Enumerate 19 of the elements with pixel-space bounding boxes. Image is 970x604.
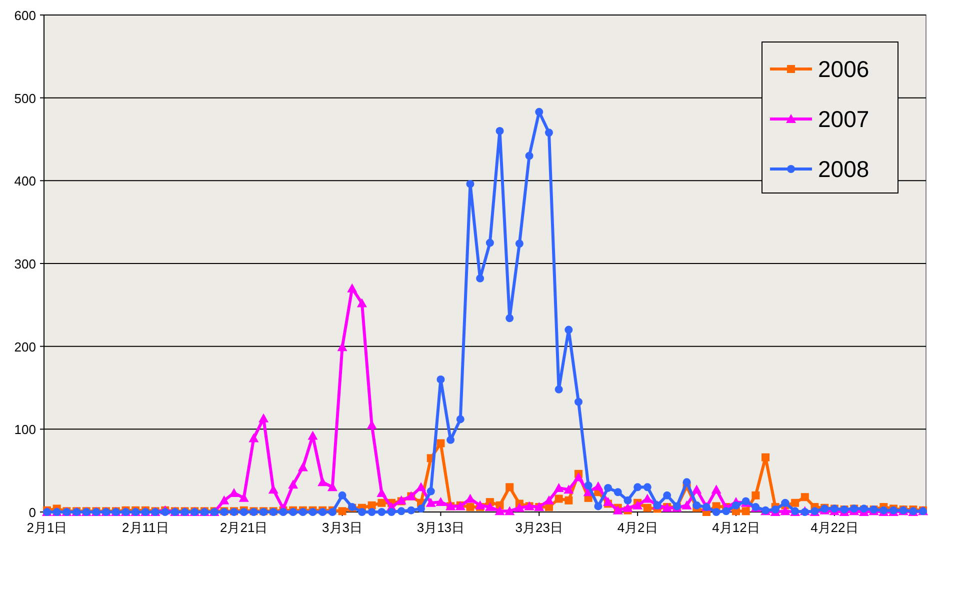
x-tick-label: 3月23日 (515, 520, 563, 535)
x-tick-label: 2月11日 (122, 520, 169, 535)
x-tick-label: 4月12日 (712, 520, 760, 535)
y-tick-label: 300 (14, 256, 36, 272)
x-tick-label: 3月3日 (322, 520, 363, 535)
legend-label: 2008 (818, 156, 870, 182)
x-tick-label: 4月22日 (810, 520, 858, 535)
legend-label: 2007 (818, 106, 870, 132)
y-tick-label: 400 (14, 174, 36, 189)
x-tick-label: 2月1日 (26, 520, 68, 535)
x-tick-label: 2月21日 (220, 520, 268, 535)
y-tick-label: 100 (14, 422, 36, 438)
x-tick-label: 4月2日 (617, 520, 658, 535)
y-tick-label: 0 (28, 505, 36, 520)
y-tick-label: 500 (14, 90, 36, 106)
legend-label: 2006 (818, 56, 870, 82)
y-tick-label: 200 (14, 339, 36, 354)
y-tick-label: 600 (14, 8, 36, 23)
x-tick-label: 3月13日 (416, 520, 465, 535)
